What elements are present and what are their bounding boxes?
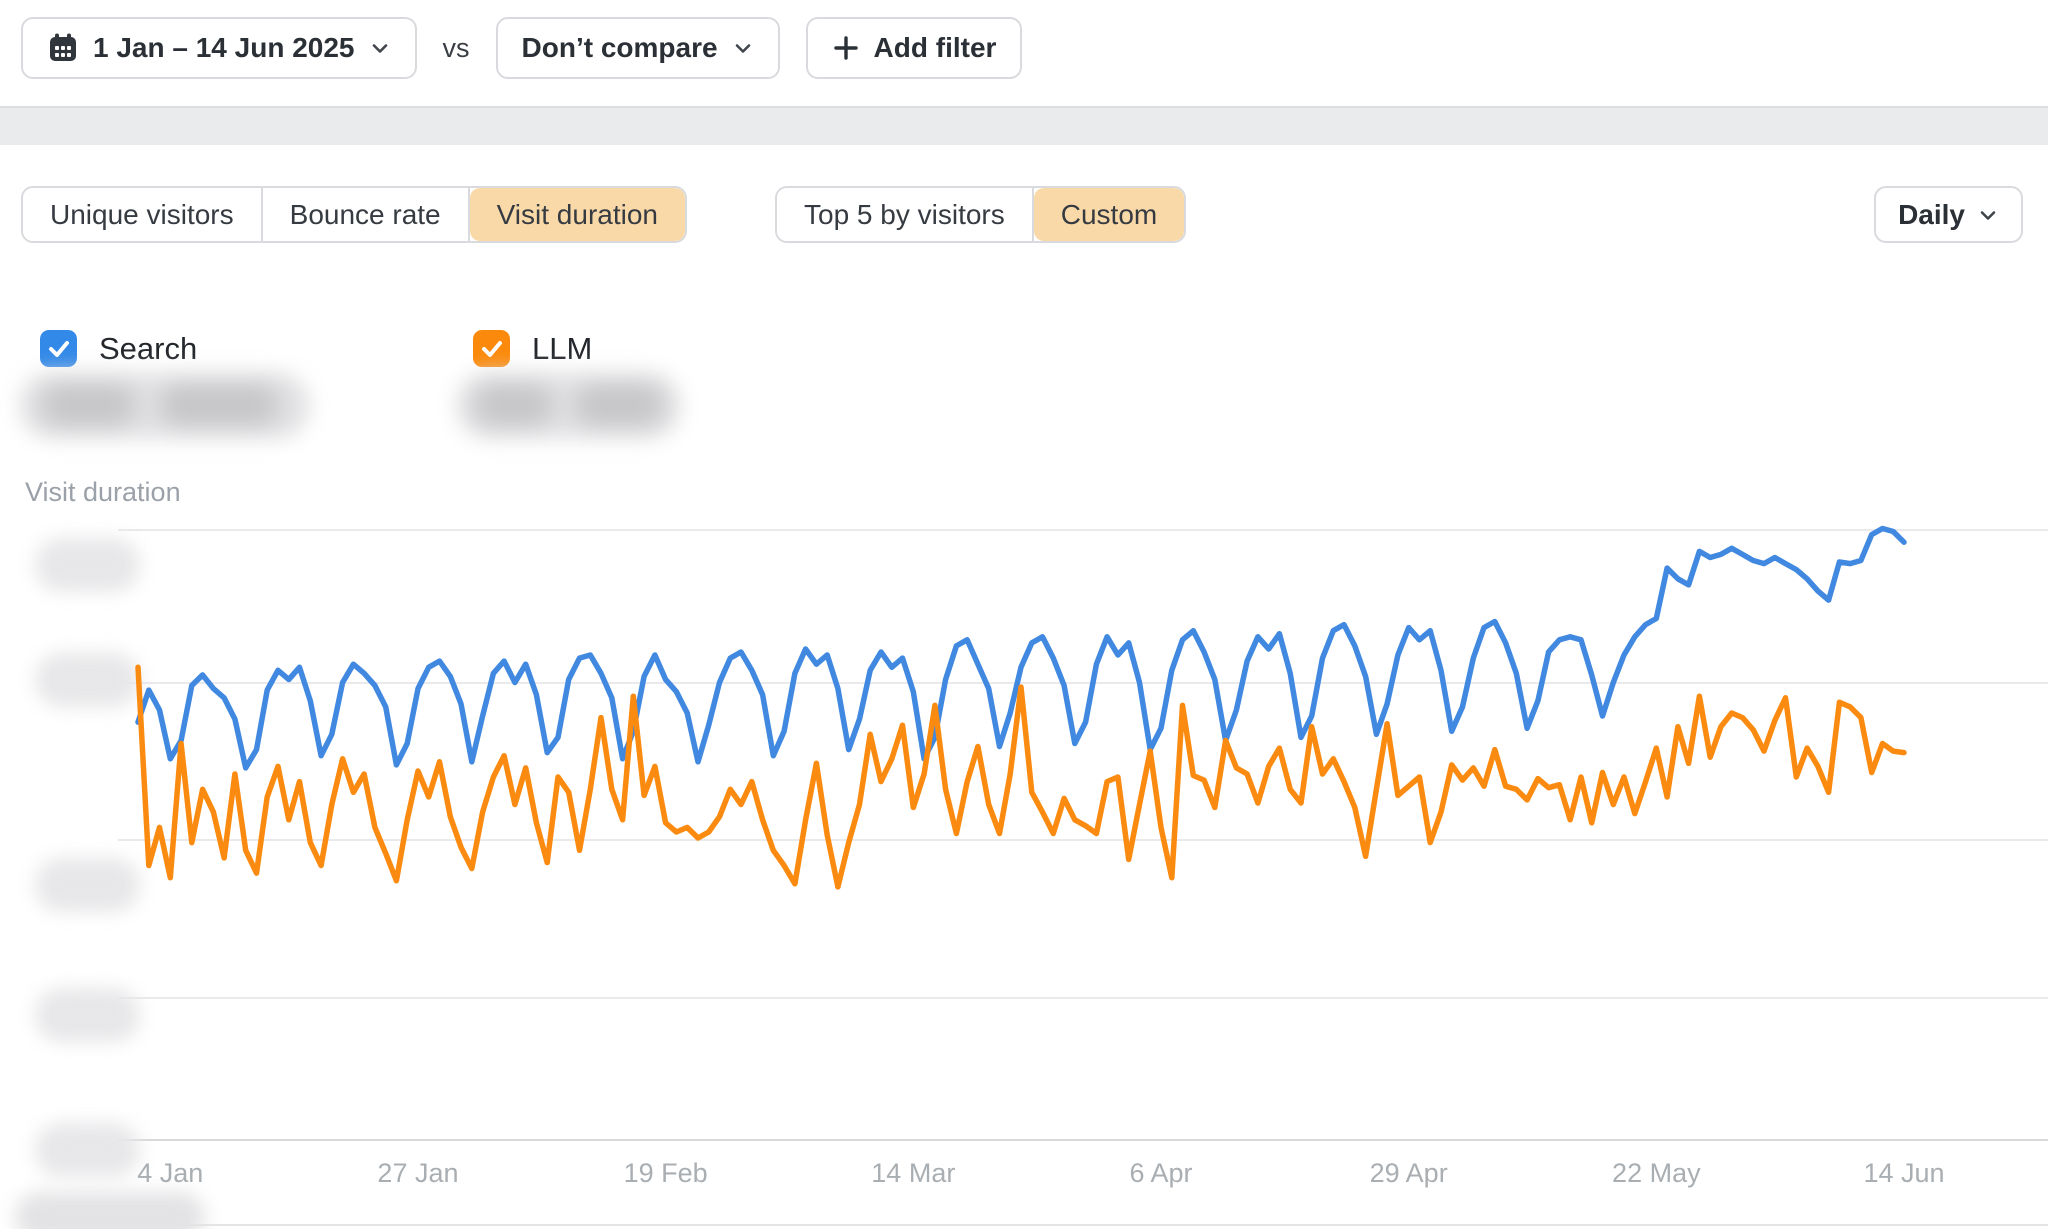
- next-section-top-border: [118, 1224, 2048, 1226]
- compare-dropdown[interactable]: Don’t compare: [495, 17, 780, 79]
- breakdown-tab-group: Top 5 by visitors Custom: [775, 186, 1187, 243]
- interval-dropdown[interactable]: Daily: [1874, 186, 2023, 243]
- series-toggle-llm[interactable]: LLM: [473, 330, 592, 367]
- interval-label: Daily: [1898, 198, 1965, 230]
- date-range-picker[interactable]: 1 Jan – 14 Jun 2025: [21, 17, 417, 79]
- date-range-label: 1 Jan – 14 Jun 2025: [93, 32, 355, 63]
- llm-checkbox[interactable]: [473, 330, 510, 367]
- tab-top5-by-visitors[interactable]: Top 5 by visitors: [777, 188, 1034, 241]
- x-axis-labels: 4 Jan 27 Jan 19 Feb 14 Mar 6 Apr 29 Apr 22 May…: [0, 1158, 2048, 1198]
- add-filter-button[interactable]: Add filter: [805, 17, 1023, 79]
- gridline: [118, 682, 2048, 684]
- add-filter-label: Add filter: [873, 32, 997, 63]
- blurred-y-tick-label: [35, 858, 140, 912]
- x-axis-line: [118, 1139, 2048, 1141]
- tab-visit-duration[interactable]: Visit duration: [469, 188, 685, 241]
- section-divider-band: [0, 106, 2048, 145]
- chevron-down-icon: [369, 37, 391, 59]
- tab-custom[interactable]: Custom: [1033, 188, 1185, 241]
- compare-label: Don’t compare: [521, 32, 718, 63]
- tab-unique-visitors[interactable]: Unique visitors: [23, 188, 263, 241]
- blurred-y-tick-label: [35, 1123, 140, 1177]
- series-toggle-search[interactable]: Search: [40, 330, 197, 367]
- blurred-y-tick-label: [35, 988, 140, 1042]
- search-series-line: [135, 525, 1907, 771]
- search-toggle-label: Search: [99, 330, 198, 366]
- gridline: [118, 997, 2048, 999]
- blurred-y-tick-label: [35, 653, 140, 707]
- blurred-y-tick-label: [35, 538, 140, 592]
- x-axis-tick-label: 14 Mar: [871, 1158, 956, 1188]
- gridline: [118, 839, 2048, 841]
- blurred-search-value: [19, 372, 310, 439]
- filter-toolbar: 1 Jan – 14 Jun 2025 vs Don’t compare Add…: [21, 17, 1023, 79]
- chevron-down-icon: [1977, 204, 1999, 226]
- metric-tab-group: Unique visitors Bounce rate Visit durati…: [21, 186, 687, 243]
- vs-label: vs: [442, 32, 470, 63]
- blurred-llm-value: [456, 372, 681, 439]
- x-axis-tick-label: 29 Apr: [1369, 1158, 1448, 1188]
- llm-toggle-label: LLM: [532, 330, 593, 366]
- blurred-y-tick-label: [15, 1192, 205, 1229]
- x-axis-tick-label: 14 Jun: [1863, 1158, 1945, 1188]
- plus-icon: [832, 34, 860, 62]
- checkmark-icon: [49, 341, 69, 357]
- x-axis-tick-label: 19 Feb: [623, 1158, 708, 1188]
- calendar-icon: [47, 32, 79, 64]
- chart-title: Visit duration: [25, 477, 181, 507]
- x-axis-tick-label: 27 Jan: [377, 1158, 459, 1188]
- llm-series-line: [135, 664, 1907, 890]
- checkmark-icon: [482, 341, 502, 357]
- search-checkbox[interactable]: [40, 330, 77, 367]
- x-axis-tick-label: 4 Jan: [137, 1158, 204, 1188]
- chevron-down-icon: [732, 37, 754, 59]
- x-axis-tick-label: 22 May: [1612, 1158, 1701, 1188]
- tab-bounce-rate[interactable]: Bounce rate: [262, 188, 470, 241]
- gridline: [118, 529, 2048, 531]
- x-axis-tick-label: 6 Apr: [1129, 1158, 1193, 1188]
